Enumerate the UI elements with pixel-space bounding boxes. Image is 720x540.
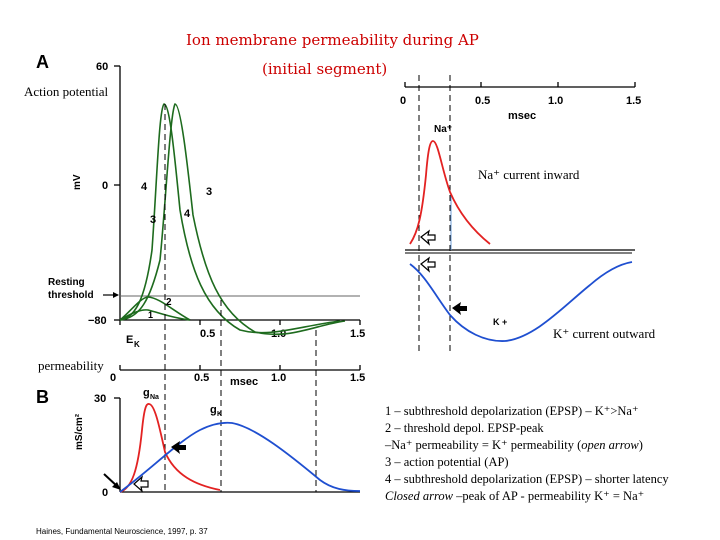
a-ytick-60: 60 (96, 61, 108, 73)
a-xtick-05: 0.5 (200, 328, 215, 340)
c-xtick-10: 1.0 (548, 95, 563, 107)
legend: 1 – subthreshold depolarization (EPSP) –… (385, 403, 669, 505)
curve-label-3a: 3 (206, 186, 212, 198)
k-label: K + (493, 317, 507, 327)
a-yunit: mV (72, 174, 83, 190)
action-potential-label: Action potential (24, 84, 109, 99)
c-xtick-15: 1.5 (626, 95, 641, 107)
legend-line-3: –Na⁺ permeability = K⁺ permeability (ope… (385, 437, 669, 454)
legend-line-6: Closed arrow –peak of AP - permeability … (385, 488, 669, 505)
threshold-arrowhead (113, 292, 119, 298)
legend-line-3c: ) (638, 438, 643, 452)
curve-label-1: 1 (148, 310, 153, 320)
citation: Haines, Fundamental Neuroscience, 1997, … (36, 527, 208, 536)
c-open-arrow-upper-icon (420, 229, 436, 246)
a-ytick-minus80: −80 (88, 315, 107, 327)
b-xtick-0: 0 (110, 372, 116, 384)
panel-b-letter: B (36, 387, 49, 407)
panel-c-axes (404, 82, 636, 251)
pointer-arrowhead-icon (112, 482, 121, 490)
curve-label-3b: 3 (150, 214, 156, 226)
resting-label: Resting (48, 277, 85, 288)
legend-line-1: 1 – subthreshold depolarization (EPSP) –… (385, 404, 639, 418)
legend-open-arrow-text: open arrow (581, 438, 639, 452)
na-current-curve (409, 140, 491, 245)
c-open-arrow-lower-icon (420, 256, 436, 273)
gk-sub: K (217, 411, 222, 418)
ap-curve-2 (119, 296, 191, 321)
b-yunit: mS/cm² (74, 413, 85, 450)
gna-label: g (143, 387, 150, 399)
curve-label-4a: 4 (141, 181, 148, 193)
threshold-label: threshold (48, 290, 94, 301)
c-xtick-05: 0.5 (475, 95, 490, 107)
ap-curves (119, 103, 346, 336)
gna-sub: Na (150, 394, 159, 401)
b-xunit: msec (230, 376, 258, 388)
ap-curve-4 (119, 103, 341, 334)
curve-label-2: 2 (166, 297, 172, 308)
title-line-1: Ion membrane permeability during AP (186, 31, 479, 49)
na-current-label: Na⁺ current inward (478, 167, 580, 182)
curve-label-4b: 4 (184, 208, 191, 220)
gk-label: g (210, 404, 217, 416)
c-closed-arrow-icon (452, 302, 467, 315)
panel-b-axes (114, 365, 361, 493)
legend-closed-arrow-text: Closed arrow (385, 489, 453, 503)
gna-curve (119, 403, 221, 493)
gk-curve (119, 421, 361, 493)
k-current-curve (409, 261, 633, 342)
closed-arrow-icon (171, 441, 186, 454)
legend-line-6b: –peak of AP - permeability K⁺ = Na⁺ (452, 489, 645, 503)
na-peak-label: Na⁺ (434, 124, 452, 135)
a-ytick-0: 0 (102, 180, 108, 192)
ek-sub: K (134, 340, 140, 349)
open-arrow-icon (133, 475, 149, 493)
c-xtick-0: 0 (400, 95, 406, 107)
b-xtick-10: 1.0 (271, 372, 286, 384)
title-line-2: (initial segment) (262, 60, 388, 78)
ap-curve-1 (119, 309, 191, 321)
legend-line-3a: –Na⁺ permeability = K⁺ permeability ( (385, 438, 582, 452)
b-xtick-05: 0.5 (194, 372, 209, 384)
c-xunit: msec (508, 110, 536, 122)
k-current-label: K⁺ current outward (553, 326, 656, 341)
b-ytick-0: 0 (102, 487, 108, 499)
b-ytick-30: 30 (94, 393, 106, 405)
ap-curve-3 (119, 103, 346, 336)
a-xtick-15: 1.5 (350, 328, 365, 340)
permeability-label: permeability (38, 358, 104, 373)
legend-line-5: 4 – subthreshold depolarization (EPSP) –… (385, 472, 669, 486)
dashed-markers (164, 104, 317, 492)
legend-line-2: 2 – threshold depol. EPSP-peak (385, 421, 544, 435)
panel-a-axes (114, 65, 361, 325)
b-xtick-15: 1.5 (350, 372, 365, 384)
panel-a-letter: A (36, 52, 49, 72)
legend-line-4: 3 – action potential (AP) (385, 455, 509, 469)
c-dashed-markers (418, 75, 451, 355)
ek-label: E (126, 334, 133, 346)
